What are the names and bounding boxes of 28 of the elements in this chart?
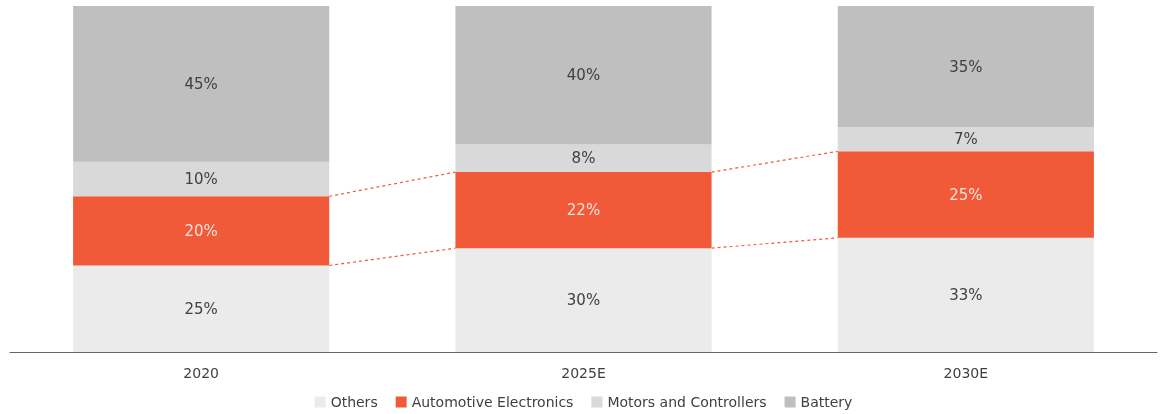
x-tick-label: 2020: [183, 365, 219, 381]
data-label: 30%: [566, 291, 601, 310]
bar: [455, 144, 712, 173]
bar: [73, 161, 330, 197]
bar: [73, 6, 330, 162]
data-label: 22%: [566, 201, 601, 220]
bar: [837, 237, 1094, 352]
legend-label: Others: [330, 394, 378, 410]
bar: [455, 248, 712, 352]
data-label: 33%: [949, 285, 983, 304]
data-label: 7%: [953, 130, 978, 149]
data-label: 40%: [566, 66, 601, 85]
data-label: 35%: [949, 57, 983, 76]
data-label: 8%: [571, 149, 596, 168]
bar: [455, 6, 712, 145]
data-label: 45%: [184, 74, 218, 93]
legend-label: Battery: [800, 394, 853, 410]
bar: [837, 6, 1094, 128]
bar: [837, 127, 1094, 152]
data-label: 25%: [184, 299, 218, 318]
legend-label: Motors and Controllers: [607, 394, 767, 410]
x-tick-label: 2030E: [943, 365, 989, 381]
data-label: 10%: [184, 170, 218, 188]
x-tick-label: 2025E: [561, 365, 606, 381]
data-label: 20%: [184, 221, 218, 240]
data-label: 25%: [949, 185, 983, 204]
bar: [73, 265, 330, 352]
legend-label: Automotive Electronics: [411, 394, 574, 410]
